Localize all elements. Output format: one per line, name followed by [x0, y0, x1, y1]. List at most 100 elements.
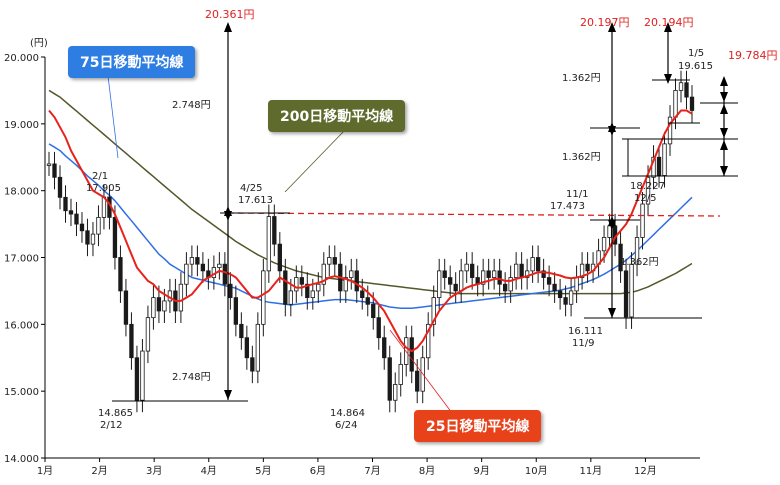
candle-body [426, 323, 431, 359]
arrow-up-20194 [664, 22, 672, 32]
candle-body [365, 297, 370, 305]
arrow-mid-right-d [608, 220, 616, 230]
candle-body [327, 257, 332, 265]
candle-body [442, 270, 447, 278]
x-tick-label: 1月 [37, 465, 53, 477]
ann-12-5-date: 12/5 [634, 193, 656, 204]
candle-body [530, 257, 535, 272]
x-tick-label: 12月 [634, 465, 657, 477]
candle-body [552, 283, 557, 292]
ann-2-1-val: 17.905 [86, 183, 121, 194]
candle-body [508, 277, 513, 292]
candle-body [601, 237, 607, 252]
ann-target-20197: 20.197円 [580, 16, 630, 29]
ann-6-24-val: 14.864 [330, 408, 365, 419]
candle-body [239, 323, 244, 339]
candle-body [376, 317, 381, 339]
legend-ma25-box: 25日移動平均線 [414, 410, 542, 442]
candle-body [541, 270, 546, 278]
candle-body [261, 270, 266, 325]
candle-body [448, 277, 453, 285]
candle-body [464, 263, 469, 272]
y-tick-label: 17.000 [4, 254, 39, 265]
candle-body [57, 176, 63, 198]
candle-body [217, 263, 222, 268]
ann-range-2748-top: 2.748円 [172, 100, 211, 111]
arrow-down-20194 [664, 74, 672, 84]
candle-body [310, 290, 315, 298]
candle-body [123, 290, 129, 325]
x-tick-label: 8月 [419, 465, 435, 477]
candle-body [579, 263, 585, 278]
ann-2-12-val: 14.865 [98, 408, 133, 419]
candle-body [145, 317, 151, 352]
arrow-down-left [224, 390, 232, 400]
candle-body [398, 364, 403, 385]
candle-body [563, 297, 568, 305]
ma75-leader-line [107, 75, 119, 159]
legend-ma75-box: 75日移動平均線 [68, 46, 196, 78]
arrow-up-left [224, 22, 232, 32]
y-tick-label: 19.000 [4, 120, 39, 131]
candle-body [382, 337, 387, 359]
ma25-line [48, 109, 693, 353]
ann-range-1362-b: 1.362円 [562, 152, 601, 163]
candle-body [46, 163, 52, 166]
candle-body [140, 350, 145, 401]
y-tick-label: 20.000 [4, 53, 39, 64]
candle-body [272, 216, 277, 245]
candle-body [486, 270, 491, 278]
candle-body [645, 176, 651, 205]
candle-body [640, 203, 645, 238]
x-tick-label: 4月 [201, 465, 217, 477]
candle-body [244, 337, 250, 359]
ann-range-2748-bottom: 2.748円 [172, 372, 211, 383]
candle-body [63, 196, 68, 212]
ma200-leader-line [284, 129, 346, 193]
ann-target-20194: 20.194円 [644, 16, 694, 29]
candle-body [162, 300, 167, 312]
arrow-mid-19784-c [720, 128, 728, 138]
candle-body [497, 270, 502, 285]
candle-body [623, 270, 629, 318]
y-tick-label: 18.000 [4, 187, 39, 198]
ma200-layer [48, 89, 693, 295]
candle-body [189, 257, 195, 265]
candle-body [200, 263, 206, 272]
candle-body [437, 270, 442, 299]
arrow-up-right-main [608, 22, 616, 32]
candle-body [299, 277, 304, 285]
candle-body [151, 297, 156, 319]
ma25-leader-line [389, 329, 453, 414]
arrow-mid-19784-a [720, 92, 728, 102]
candle-body [332, 257, 337, 265]
candle-body [568, 290, 574, 305]
resistance-dashed-line [227, 212, 721, 217]
candle-body [689, 96, 695, 111]
ann-4-25-val: 17.613 [238, 195, 273, 206]
candle-body [118, 257, 123, 292]
x-tick-label: 11月 [579, 465, 602, 477]
candle-body [134, 357, 140, 401]
candle-body [618, 243, 623, 272]
ma200-line [48, 89, 693, 295]
candle-body [409, 337, 414, 372]
candle-body [662, 143, 667, 176]
candle-body [228, 283, 233, 299]
ann-range-1362-c: 1.362円 [620, 257, 659, 268]
ann-11-9-date: 11/9 [572, 338, 594, 349]
ann-11-9-val: 16.111 [568, 326, 603, 337]
candle-body [343, 277, 348, 292]
ann-4-25-date: 4/25 [240, 183, 262, 194]
arrow-down-19784 [720, 166, 728, 176]
candle-body [90, 233, 96, 245]
candle-body [459, 270, 464, 292]
candle-body [277, 243, 282, 272]
ma25-layer [48, 109, 693, 353]
candle-body [678, 82, 684, 91]
candle-body [502, 283, 508, 292]
y-ticks: 14.000 15.000 16.000 17.000 18.000 19.000 20.0… [4, 53, 45, 465]
arrow-mid-19784-b [720, 104, 728, 114]
candle-body [255, 323, 260, 372]
